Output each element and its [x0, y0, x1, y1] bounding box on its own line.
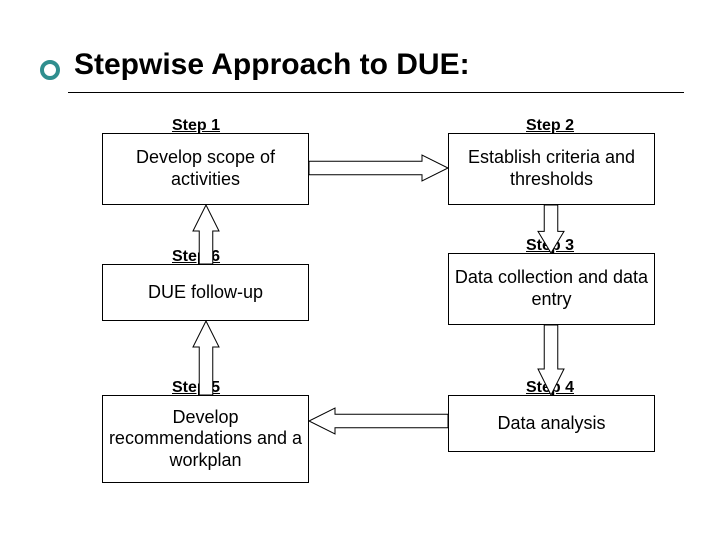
- step5-text: Develop recommendations and a workplan: [107, 407, 304, 472]
- step5-box: Develop recommendations and a workplan: [102, 395, 309, 483]
- step2-box: Establish criteria and thresholds: [448, 133, 655, 205]
- step3-text: Data collection and data entry: [453, 267, 650, 310]
- step1-text: Develop scope of activities: [107, 147, 304, 190]
- step2-text: Establish criteria and thresholds: [453, 147, 650, 190]
- arrow-a-4-5: [309, 408, 448, 434]
- step6-text: DUE follow-up: [148, 282, 263, 304]
- title-underline: [68, 92, 684, 93]
- page-title: Stepwise Approach to DUE:: [74, 48, 470, 82]
- step6-box: DUE follow-up: [102, 264, 309, 321]
- step3-box: Data collection and data entry: [448, 253, 655, 325]
- title-bullet: [40, 60, 60, 80]
- arrow-a-1-2: [309, 155, 448, 181]
- arrow-a-6-1: [193, 205, 219, 264]
- arrow-a-3-4: [538, 325, 564, 395]
- step1-box: Develop scope of activities: [102, 133, 309, 205]
- arrow-a-2-3: [538, 205, 564, 253]
- step4-text: Data analysis: [497, 413, 605, 435]
- step4-box: Data analysis: [448, 395, 655, 452]
- arrow-a-5-6: [193, 321, 219, 395]
